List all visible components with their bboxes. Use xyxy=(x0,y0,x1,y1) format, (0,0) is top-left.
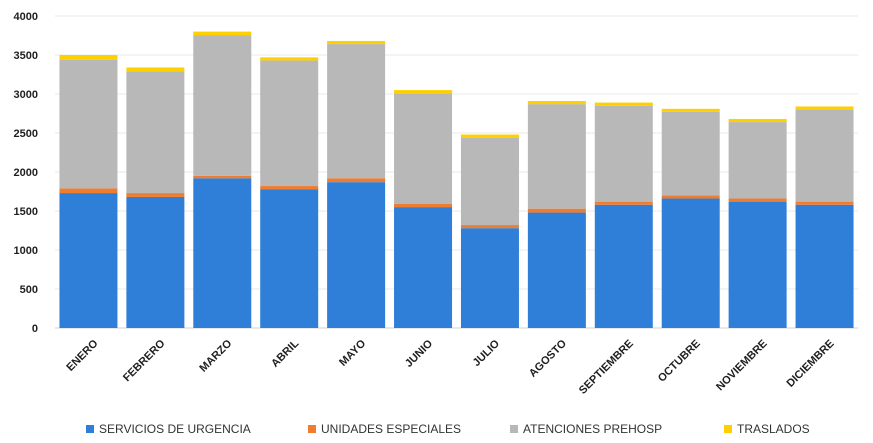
bar-mayo-atenciones-prehosp xyxy=(327,44,386,179)
bar-diciembre-traslados xyxy=(795,106,854,110)
x-tick-label-junio: JUNIO xyxy=(403,337,436,370)
y-tick-label-2500: 2500 xyxy=(14,128,38,140)
x-tick-label-noviembre: NOVIEMBRE xyxy=(714,338,770,394)
x-tick-label-enero: ENERO xyxy=(64,337,100,373)
bar-octubre-servicios-de-urgencia xyxy=(661,198,720,328)
y-tick-label-1500: 1500 xyxy=(14,206,38,218)
bar-febrero-traslados xyxy=(126,67,185,72)
bar-octubre-traslados xyxy=(661,108,720,112)
x-tick-label-octubre: OCTUBRE xyxy=(656,338,703,385)
y-tick-label-2000: 2000 xyxy=(14,167,38,179)
x-tick-label-febrero: FEBRERO xyxy=(121,337,168,384)
bars xyxy=(59,31,854,328)
bar-septiembre-traslados xyxy=(594,102,653,106)
bar-septiembre-atenciones-prehosp xyxy=(594,105,653,202)
y-tick-label-1000: 1000 xyxy=(14,245,38,257)
bar-junio-servicios-de-urgencia xyxy=(394,207,453,328)
legend-item-traslados: TRASLADOS xyxy=(724,421,810,436)
legend-label-unidades-especiales: UNIDADES ESPECIALES xyxy=(321,421,462,436)
bar-agosto-atenciones-prehosp xyxy=(527,104,586,209)
bar-mayo-unidades-especiales xyxy=(327,178,386,183)
bar-agosto-traslados xyxy=(527,101,586,105)
bar-mayo-servicios-de-urgencia xyxy=(327,182,386,328)
gridlines xyxy=(55,15,858,329)
x-tick-label-mayo: MAYO xyxy=(337,337,368,368)
bar-abril-unidades-especiales xyxy=(260,186,319,190)
legend-label-servicios-de-urgencia: SERVICIOS DE URGENCIA xyxy=(99,421,251,436)
bar-septiembre-unidades-especiales xyxy=(594,201,653,205)
legend-item-servicios-de-urgencia: SERVICIOS DE URGENCIA xyxy=(86,421,251,436)
bar-junio-atenciones-prehosp xyxy=(394,93,453,204)
x-tick-label-diciembre: DICIEMBRE xyxy=(785,338,837,390)
bar-diciembre-unidades-especiales xyxy=(795,201,854,205)
bar-junio-unidades-especiales xyxy=(394,203,453,208)
x-tick-label-agosto: AGOSTO xyxy=(527,337,569,379)
bar-febrero-servicios-de-urgencia xyxy=(126,196,185,328)
legend-swatch-unidades-especiales xyxy=(308,424,316,433)
legend-swatch-traslados xyxy=(724,424,732,433)
legend-label-traslados: TRASLADOS xyxy=(737,421,810,436)
bar-marzo-unidades-especiales xyxy=(193,175,252,179)
bar-octubre-atenciones-prehosp xyxy=(661,111,720,196)
legend-label-atenciones-prehosp: ATENCIONES PREHOSP xyxy=(523,421,663,436)
bar-noviembre-atenciones-prehosp xyxy=(728,122,787,199)
bar-agosto-unidades-especiales xyxy=(527,208,586,213)
legend-item-atenciones-prehosp: ATENCIONES PREHOSP xyxy=(510,421,662,436)
bar-mayo-traslados xyxy=(327,40,386,45)
bar-febrero-atenciones-prehosp xyxy=(126,71,185,194)
legend-swatch-servicios-de-urgencia xyxy=(86,424,94,433)
y-tick-label-3500: 3500 xyxy=(14,50,38,62)
bar-abril-traslados xyxy=(260,57,319,61)
bar-marzo-servicios-de-urgencia xyxy=(193,178,252,328)
bar-enero-unidades-especiales xyxy=(59,188,118,194)
bar-junio-traslados xyxy=(394,90,453,94)
y-tick-label-500: 500 xyxy=(20,284,38,296)
bar-septiembre-servicios-de-urgencia xyxy=(594,204,653,328)
bar-enero-traslados xyxy=(59,55,118,60)
bar-noviembre-traslados xyxy=(728,118,787,123)
chart-plot: 0 500 1000 1500 2000 2500 3000 3500 4000 ENERO FEB… xyxy=(14,11,858,397)
chart-legend: SERVICIOS DE URGENCIA UNIDADES ESPECIALE… xyxy=(0,417,873,439)
bar-abril-atenciones-prehosp xyxy=(260,60,319,187)
bar-julio-servicios-de-urgencia xyxy=(460,228,519,328)
bar-julio-traslados xyxy=(460,134,519,138)
bar-febrero-unidades-especiales xyxy=(126,193,185,197)
bar-diciembre-atenciones-prehosp xyxy=(795,109,854,202)
bar-marzo-atenciones-prehosp xyxy=(193,35,252,176)
bar-noviembre-unidades-especiales xyxy=(728,198,787,202)
y-tick-label-3000: 3000 xyxy=(14,89,38,101)
x-tick-label-marzo: MARZO xyxy=(197,337,234,374)
bar-octubre-unidades-especiales xyxy=(661,195,720,199)
legend-item-unidades-especiales: UNIDADES ESPECIALES xyxy=(308,421,461,436)
bar-julio-atenciones-prehosp xyxy=(460,137,519,226)
x-tick-label-septiembre: SEPTIEMBRE xyxy=(577,338,636,397)
bar-enero-servicios-de-urgencia xyxy=(59,193,118,328)
bar-julio-unidades-especiales xyxy=(460,225,519,229)
bar-diciembre-servicios-de-urgencia xyxy=(795,204,854,328)
bar-noviembre-servicios-de-urgencia xyxy=(728,201,787,328)
bar-marzo-traslados xyxy=(193,31,252,36)
y-tick-label-0: 0 xyxy=(32,323,38,335)
y-tick-label-4000: 4000 xyxy=(14,11,38,23)
x-tick-label-abril: ABRIL xyxy=(269,337,301,369)
bar-agosto-servicios-de-urgencia xyxy=(527,212,586,328)
bar-abril-servicios-de-urgencia xyxy=(260,189,319,328)
legend-swatch-atenciones-prehosp xyxy=(510,424,518,433)
bar-enero-atenciones-prehosp xyxy=(59,59,118,189)
x-tick-label-julio: JULIO xyxy=(471,337,503,369)
